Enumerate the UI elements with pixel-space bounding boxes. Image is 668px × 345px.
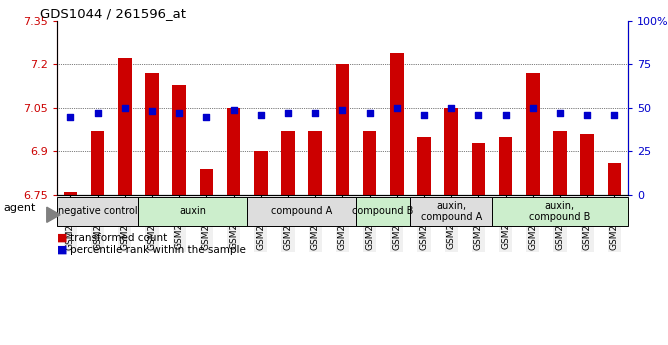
Text: agent: agent (3, 203, 35, 213)
Bar (57, 197, 138, 226)
Bar (526, 73, 540, 195)
Bar (247, 197, 356, 226)
Point (120, 105, 130, 111)
Point (473, 112, 484, 118)
Point (255, 112, 266, 118)
Bar (309, 131, 322, 195)
Bar (226, 108, 240, 195)
Bar (410, 197, 492, 226)
Bar (553, 131, 566, 195)
Text: GDS1044 / 261596_at: GDS1044 / 261596_at (39, 7, 186, 20)
Text: transformed count: transformed count (70, 233, 168, 243)
Bar (607, 163, 621, 195)
Point (554, 110, 565, 116)
Bar (91, 131, 104, 195)
Bar (580, 134, 594, 195)
Polygon shape (47, 207, 60, 223)
Text: auxin: auxin (179, 206, 206, 216)
Bar (444, 108, 458, 195)
Point (446, 105, 456, 111)
Point (228, 107, 239, 112)
Text: negative control: negative control (57, 206, 138, 216)
Bar (363, 131, 376, 195)
Bar (281, 131, 295, 195)
Point (528, 105, 538, 111)
Point (283, 110, 293, 116)
Text: compound B: compound B (353, 206, 414, 216)
Point (147, 109, 158, 114)
Point (609, 112, 620, 118)
Bar (417, 137, 431, 195)
Point (391, 105, 402, 111)
Text: ■: ■ (57, 245, 67, 255)
Bar (472, 143, 485, 195)
Point (92, 110, 103, 116)
Bar (335, 64, 349, 195)
Text: percentile rank within the sample: percentile rank within the sample (70, 245, 246, 255)
Point (201, 114, 212, 119)
Point (364, 110, 375, 116)
Point (174, 110, 184, 116)
Text: compound A: compound A (271, 206, 332, 216)
Bar (138, 197, 247, 226)
Bar (492, 197, 628, 226)
Point (419, 112, 430, 118)
Bar (356, 197, 410, 226)
Bar (499, 137, 512, 195)
Bar (254, 151, 268, 195)
Bar (200, 169, 213, 195)
Bar (145, 73, 159, 195)
Bar (63, 192, 77, 195)
Point (65, 114, 75, 119)
Text: ■: ■ (57, 233, 67, 243)
Text: auxin,
compound A: auxin, compound A (421, 200, 482, 222)
Bar (172, 85, 186, 195)
Point (582, 112, 593, 118)
Point (337, 107, 347, 112)
Text: auxin,
compound B: auxin, compound B (529, 200, 591, 222)
Bar (390, 53, 403, 195)
Bar (118, 58, 132, 195)
Point (310, 110, 321, 116)
Point (500, 112, 511, 118)
